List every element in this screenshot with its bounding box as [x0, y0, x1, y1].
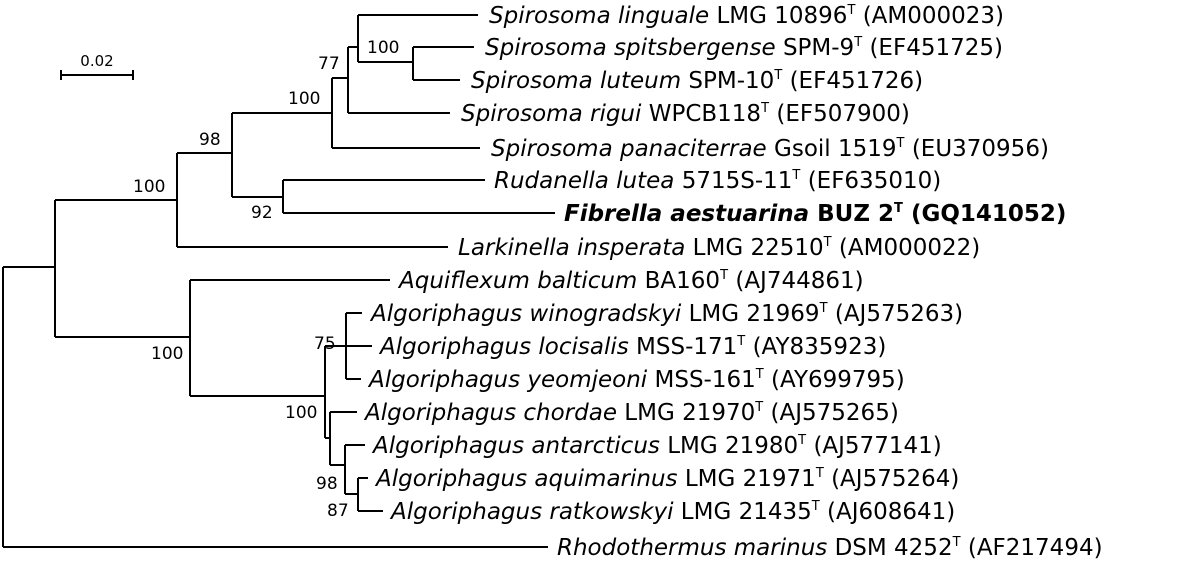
bootstrap-value: 77 [318, 54, 340, 74]
bootstrap-value: 98 [316, 474, 338, 494]
taxon-label: Algoriphagus chordae LMG 21970T (AJ57526… [363, 400, 899, 426]
bootstrap-values: 100 77 100 98 100 92 75 100 100 98 87 [133, 38, 399, 521]
bootstrap-value: 87 [327, 501, 349, 521]
taxon-labels: Spirosoma linguale LMG 10896T (AM000023)… [363, 3, 1103, 561]
taxon-label: Spirosoma rigui WPCB118T (EF507900) [461, 101, 910, 127]
bootstrap-value: 100 [151, 344, 183, 364]
bootstrap-value: 100 [285, 403, 317, 423]
tree-branches [2, 14, 555, 548]
bootstrap-value: 100 [133, 177, 165, 197]
bootstrap-value: 75 [314, 334, 336, 354]
bootstrap-value: 92 [251, 203, 273, 223]
taxon-label: Algoriphagus winogradskyi LMG 21969T (AJ… [369, 301, 963, 327]
taxon-label-highlighted: Fibrella aestuarina BUZ 2T (GQ141052) [564, 201, 1066, 227]
taxon-label: Aquiflexum balticum BA160T (AJ744861) [397, 268, 864, 294]
scale-bar-label: 0.02 [80, 52, 113, 70]
taxon-label: Algoriphagus aquimarinus LMG 21971T (AJ5… [374, 466, 959, 492]
taxon-label: Spirosoma linguale LMG 10896T (AM000023) [489, 3, 1004, 29]
taxon-label: Spirosoma spitsbergense SPM-9T (EF451725… [485, 35, 1003, 61]
taxon-label: Rhodothermus marinus DSM 4252T (AF217494… [557, 535, 1103, 561]
taxon-label: Algoriphagus yeomjeoni MSS-161T (AY69979… [367, 367, 905, 393]
taxon-label: Spirosoma luteum SPM-10T (EF451726) [471, 68, 923, 94]
taxon-label: Rudanella lutea 5715S-11T (EF635010) [494, 168, 941, 194]
bootstrap-value: 100 [288, 89, 320, 109]
bootstrap-value: 100 [367, 38, 399, 58]
scale-bar: 0.02 [60, 52, 134, 80]
taxon-label: Algoriphagus locisalis MSS-171T (AY83592… [378, 334, 886, 360]
taxon-label: Algoriphagus antarcticus LMG 21980T (AJ5… [371, 433, 942, 459]
bootstrap-value: 98 [199, 130, 221, 150]
taxon-label: Algoriphagus ratkowskyi LMG 21435T (AJ60… [389, 499, 955, 525]
taxon-label: Larkinella insperata LMG 22510T (AM00002… [458, 235, 980, 261]
taxon-label: Spirosoma panaciterrae Gsoil 1519T (EU37… [491, 136, 1049, 162]
